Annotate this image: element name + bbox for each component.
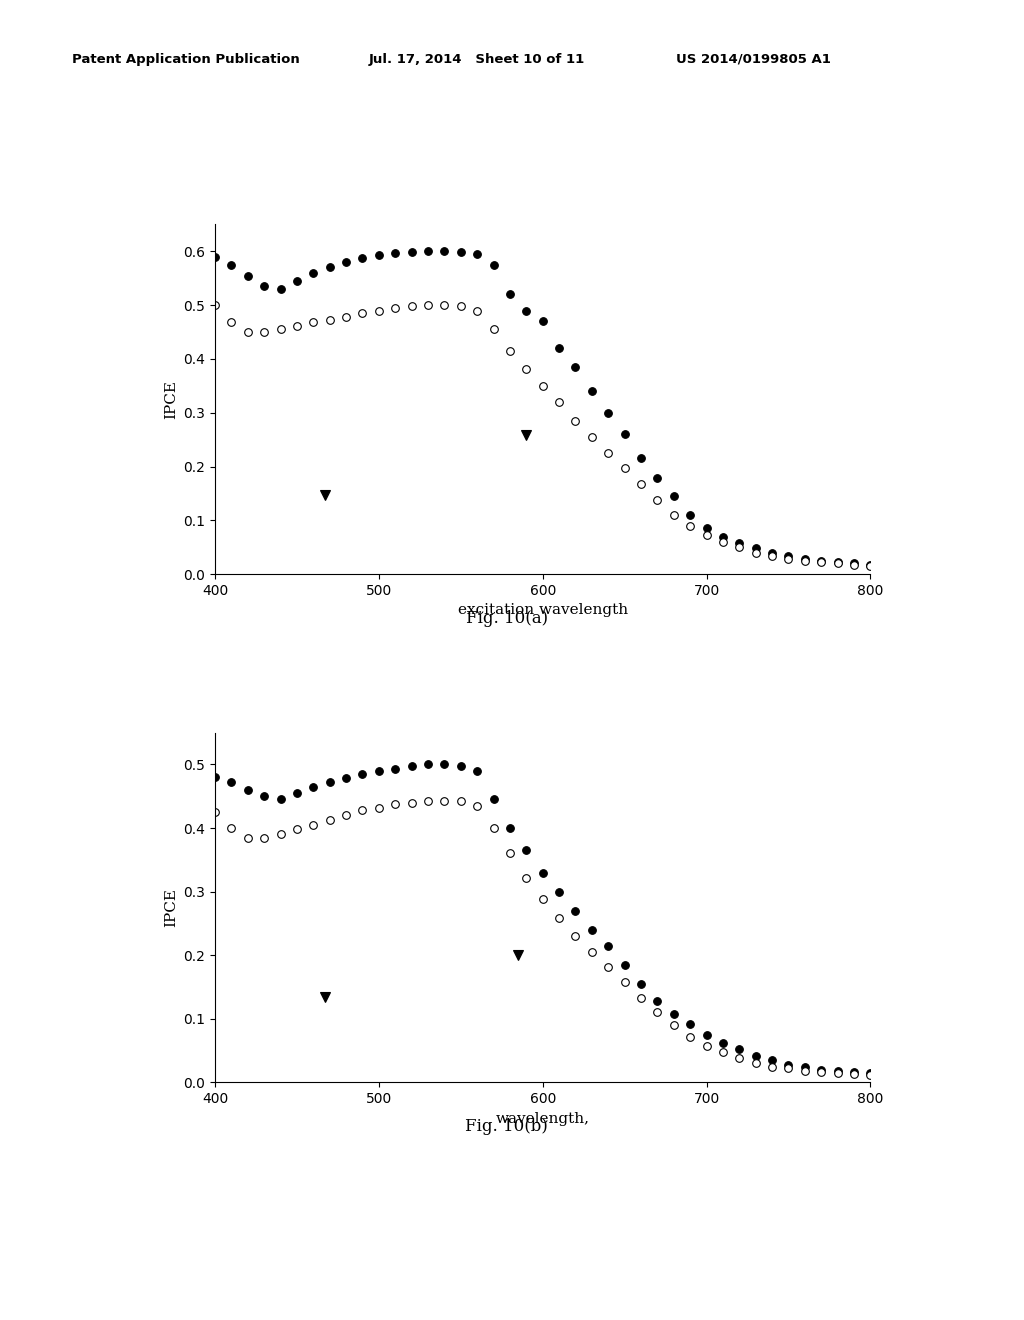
Text: US 2014/0199805 A1: US 2014/0199805 A1: [676, 53, 830, 66]
Y-axis label: IPCE: IPCE: [164, 888, 178, 927]
Text: Fig. 10(a): Fig. 10(a): [466, 610, 548, 627]
Text: Fig. 10(b): Fig. 10(b): [466, 1118, 548, 1135]
Text: Patent Application Publication: Patent Application Publication: [72, 53, 299, 66]
Y-axis label: IPCE: IPCE: [164, 380, 178, 418]
Text: Jul. 17, 2014   Sheet 10 of 11: Jul. 17, 2014 Sheet 10 of 11: [369, 53, 585, 66]
X-axis label: wavelength,: wavelength,: [496, 1111, 590, 1126]
X-axis label: excitation wavelength: excitation wavelength: [458, 603, 628, 618]
